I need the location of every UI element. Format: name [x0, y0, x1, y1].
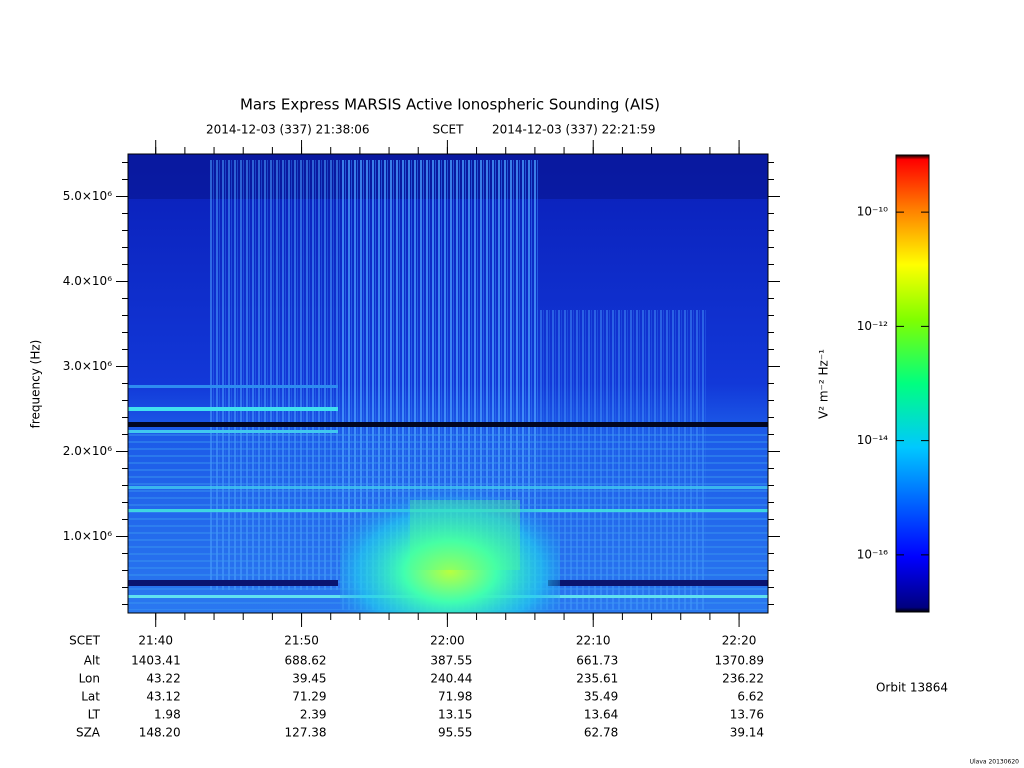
x-tick-label: 21:50	[284, 634, 319, 648]
ephemeris-label: Alt	[84, 654, 101, 668]
start-time: 2014-12-03 (337) 21:38:06	[206, 123, 370, 137]
colorbar	[895, 154, 930, 613]
x-tick-label: 22:00	[430, 634, 465, 648]
ephemeris-value: 127.38	[285, 726, 327, 740]
ephemeris-value: 1.98	[154, 708, 181, 722]
x-tick-label: 21:40	[138, 634, 173, 648]
ephemeris-value: 1370.89	[714, 654, 764, 668]
ephemeris-value: 71.29	[292, 690, 326, 704]
colorbar-tick-label: 10⁻¹⁴	[857, 433, 888, 447]
spectrogram-line	[128, 430, 338, 433]
ephemeris-value: 95.55	[438, 726, 472, 740]
ephemeris-value: 39.14	[730, 726, 764, 740]
ephemeris-value: 6.62	[737, 690, 764, 704]
y-tick-label: 2.0×10⁶	[63, 444, 112, 458]
ephemeris-value: 43.12	[146, 690, 180, 704]
spectrogram-blob	[410, 500, 520, 570]
footer: Ulava 20130620	[970, 759, 1020, 766]
spectrogram-line	[128, 580, 338, 586]
y-tick-label: 5.0×10⁶	[63, 189, 112, 203]
ephemeris-value: 235.61	[576, 672, 618, 686]
ephemeris-value: 240.44	[430, 672, 472, 686]
ephemeris-label: SCET	[69, 634, 101, 648]
colorbar-label: V² m⁻² Hz⁻¹	[817, 349, 831, 419]
ephemeris-value: 1403.41	[131, 654, 181, 668]
ephemeris-value: 35.49	[584, 690, 618, 704]
spectrogram	[128, 154, 768, 613]
ephemeris-value: 43.22	[146, 672, 180, 686]
y-tick-label: 1.0×10⁶	[63, 529, 112, 543]
ephemeris-value: 688.62	[285, 654, 327, 668]
y-tick-label: 4.0×10⁶	[63, 274, 112, 288]
ephemeris-label: SZA	[76, 726, 101, 740]
spectrogram-line	[128, 422, 768, 427]
ephemeris-value: 62.78	[584, 726, 618, 740]
ephemeris-label: LT	[88, 708, 101, 722]
spectrogram-line	[548, 580, 768, 586]
time-label: SCET	[433, 123, 465, 137]
ephemeris-value: 13.64	[584, 708, 618, 722]
ephemeris-value: 236.22	[722, 672, 764, 686]
ephemeris-value: 13.15	[438, 708, 472, 722]
spectrogram-line	[128, 407, 338, 411]
ephemeris-value: 2.39	[300, 708, 327, 722]
y-axis-title: frequency (Hz)	[29, 340, 43, 429]
ephemeris-label: Lon	[79, 672, 100, 686]
y-tick-label: 3.0×10⁶	[63, 359, 112, 373]
orbit-label: Orbit 13864	[876, 681, 948, 695]
colorbar-tick-label: 10⁻¹⁰	[857, 205, 888, 219]
x-tick-label: 22:10	[576, 634, 611, 648]
ephemeris-value: 661.73	[576, 654, 618, 668]
colorbar-tick-label: 10⁻¹²	[857, 319, 888, 333]
end-time: 2014-12-03 (337) 22:21:59	[492, 123, 656, 137]
chart-title: Mars Express MARSIS Active Ionospheric S…	[240, 96, 660, 114]
ephemeris-value: 148.20	[139, 726, 181, 740]
ephemeris-value: 71.98	[438, 690, 472, 704]
spectrogram-blob	[340, 470, 560, 613]
ephemeris-label: Lat	[81, 690, 100, 704]
spectrogram-line	[128, 385, 338, 388]
ephemeris-value: 39.45	[292, 672, 326, 686]
ephemeris-value: 13.76	[730, 708, 764, 722]
colorbar-tick-label: 10⁻¹⁶	[857, 547, 888, 561]
x-tick-label: 22:20	[722, 634, 757, 648]
ephemeris-value: 387.55	[430, 654, 472, 668]
